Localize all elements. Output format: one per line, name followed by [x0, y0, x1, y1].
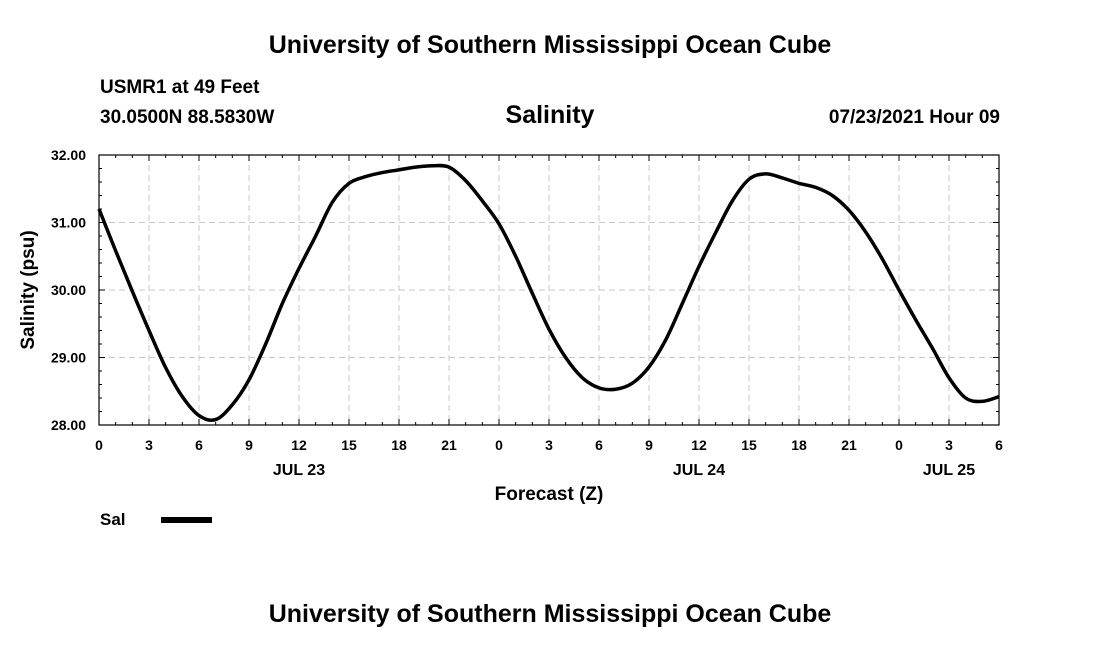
- x-tick-label: 6: [595, 437, 603, 453]
- date-label: JUL 25: [923, 462, 975, 479]
- x-tick-label: 12: [691, 437, 707, 453]
- x-tick-label: 0: [95, 437, 103, 453]
- chart-title: Salinity: [505, 101, 595, 129]
- x-tick-label: 0: [895, 437, 903, 453]
- forecast-datetime-label: 07/23/2021 Hour 09: [828, 107, 1000, 128]
- legend-line-swatch: [161, 517, 212, 523]
- x-tick-label: 18: [791, 437, 807, 453]
- y-tick-label: 31.00: [51, 215, 86, 231]
- y-axis-label: Salinity (psu): [18, 230, 39, 349]
- x-tick-label: 0: [495, 437, 503, 453]
- y-tick-label: 30.00: [51, 282, 86, 298]
- y-tick-label: 28.00: [51, 417, 86, 433]
- footer-title: University of Southern Mississippi Ocean…: [268, 600, 832, 628]
- x-tick-label: 6: [995, 437, 1003, 453]
- x-tick-label: 21: [441, 437, 457, 453]
- y-tick-label: 32.00: [51, 147, 86, 163]
- x-tick-label: 3: [945, 437, 953, 453]
- legend-label: Sal: [100, 510, 126, 529]
- x-tick-label: 3: [145, 437, 153, 453]
- date-label: JUL 23: [273, 462, 325, 479]
- coordinates-label: 30.0500N 88.5830W: [100, 107, 275, 128]
- y-tick-label: 29.00: [51, 350, 86, 366]
- x-tick-label: 12: [291, 437, 307, 453]
- x-tick-label: 9: [245, 437, 253, 453]
- station-label: USMR1 at 49 Feet: [100, 77, 260, 98]
- x-tick-label: 9: [645, 437, 653, 453]
- page-title: University of Southern Mississippi Ocean…: [268, 31, 832, 59]
- x-tick-label: 3: [545, 437, 553, 453]
- series-line-sal: [97, 163, 1000, 423]
- x-tick-label: 21: [841, 437, 857, 453]
- x-tick-label: 18: [391, 437, 407, 453]
- x-axis-label: Forecast (Z): [495, 484, 604, 505]
- x-tick-label: 6: [195, 437, 203, 453]
- x-tick-label: 15: [741, 437, 757, 453]
- x-tick-label: 15: [341, 437, 357, 453]
- date-label: JUL 24: [673, 462, 725, 479]
